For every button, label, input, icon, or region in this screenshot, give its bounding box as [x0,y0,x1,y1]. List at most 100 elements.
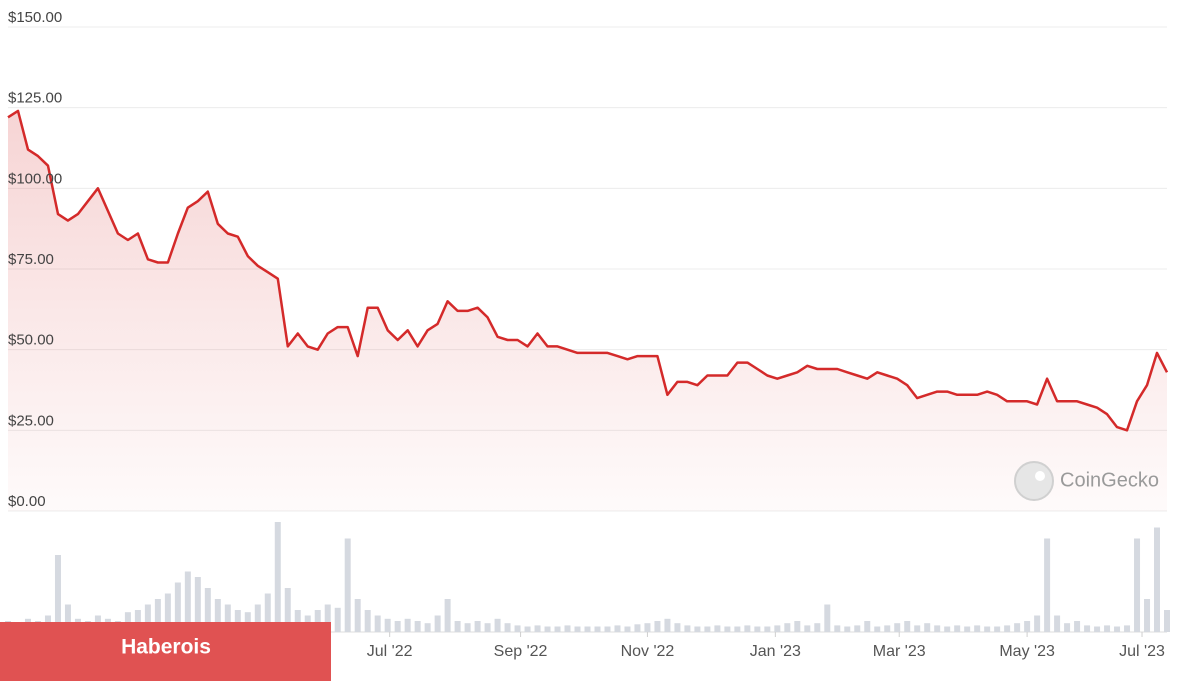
volume-bar [1074,621,1081,632]
watermark: CoinGecko [1014,461,1159,501]
volume-bar [714,625,721,632]
volume-bar [864,621,871,632]
volume-bar [754,626,761,632]
volume-bar [1054,615,1061,632]
x-tick-label: May '23 [999,643,1055,660]
x-tick-label: Jul '22 [367,643,413,660]
volume-bar [644,623,651,632]
volume-bar [1134,538,1141,632]
volume-bar [214,599,221,632]
volume-bar [1144,599,1151,632]
volume-bar [944,626,951,632]
volume-bar [224,604,231,632]
volume-bar [1024,621,1031,632]
y-tick-label: $100.00 [8,170,62,187]
volume-bar [264,593,271,632]
y-tick-label: $0.00 [8,493,46,510]
volume-bar [614,625,621,632]
volume-bar [254,604,261,632]
price-area [8,110,1167,512]
x-tick-label: Nov '22 [621,643,675,660]
volume-bar [794,621,801,632]
volume-bar [814,623,821,632]
volume-bar [524,626,531,632]
volume-bar [954,625,961,632]
volume-bar [564,625,571,632]
watermark-text: CoinGecko [1060,469,1159,491]
volume-bar [774,625,781,632]
area-layer [7,109,1169,512]
volume-bar [234,610,241,632]
volume-bar [904,621,911,632]
volume-bar [734,626,741,632]
volume-bar [964,626,971,632]
volume-bar [534,625,541,632]
volume-bar [1004,625,1011,632]
x-tick-label: Jan '23 [750,643,801,660]
volume-bar [844,626,851,632]
volume-bar [784,623,791,632]
volume-bar [284,588,291,632]
volume-bar [744,625,751,632]
x-tick-label: Mar '23 [873,643,926,660]
volume-bar [314,610,321,632]
volume-bar [134,610,141,632]
volume-bar [1034,615,1041,632]
volume-bar [724,626,731,632]
x-tick-label: Sep '22 [494,643,548,660]
volume-bar [474,621,481,632]
volume-bar [464,623,471,632]
volume-bar [584,626,591,632]
volume-bar [1044,538,1051,632]
volume-bar [484,623,491,632]
volume-bar [504,623,511,632]
volume-bar [324,604,331,632]
volume-bar [344,538,351,632]
volume-bar [514,625,521,632]
volume-bar [364,610,371,632]
volume-bar [144,604,151,632]
volume-bar [1114,626,1121,632]
volume-bar [1124,625,1131,632]
volume-bar [924,623,931,632]
volume-bar [1164,610,1170,632]
volume-bar [384,618,391,632]
volume-bar [424,623,431,632]
watermark-logo-eye [1035,471,1045,481]
volume-bar [194,577,201,632]
volume-bar [824,604,831,632]
volume-bar [354,599,361,632]
volume-bar [1084,625,1091,632]
volume-bar [174,582,181,632]
y-tick-label: $25.00 [8,412,54,429]
volume-bar [444,599,451,632]
volume-bar [974,625,981,632]
volume-bar [854,625,861,632]
volume-bar [694,626,701,632]
volume-bar [914,625,921,632]
volume-bar [454,621,461,632]
volume-bar [184,571,191,632]
volume-bar [1154,527,1161,632]
volume-bar [664,618,671,632]
volume-bar [554,626,561,632]
volume-bar [544,626,551,632]
volume-bar [274,522,281,632]
volume-bar [294,610,301,632]
watermark-logo [1014,461,1054,501]
volume-bar [704,626,711,632]
volume-bar [1094,626,1101,632]
volume-bar [164,593,171,632]
volume-bar [1104,625,1111,632]
volume-bar [1064,623,1071,632]
y-tick-label: $150.00 [8,9,62,26]
volume-bar [634,624,641,632]
y-tick-label: $50.00 [8,332,54,349]
price-line [7,109,1169,432]
volume-bar [374,615,381,632]
volume-bar [1014,623,1021,632]
volume-bar [154,599,161,632]
volume-bar [684,625,691,632]
volume [5,522,1170,632]
volume-bar [594,626,601,632]
